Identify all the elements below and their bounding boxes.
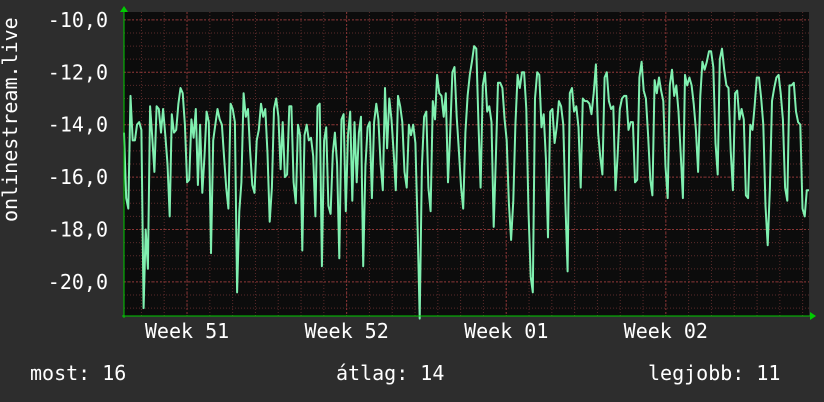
footer-max: legjobb: 11	[648, 361, 781, 385]
x-tick-label: Week 01	[464, 319, 548, 343]
y-tick-label: -10,0	[48, 8, 108, 32]
y-axis-ticks: -10,0 -12,0 -14,0 -16,0 -18,0 -20,0	[48, 8, 108, 294]
x-axis-ticks: Week 51 Week 52 Week 01 Week 02	[145, 319, 708, 343]
x-tick-label: Week 02	[624, 319, 708, 343]
y-axis-arrow-icon	[120, 6, 128, 12]
x-tick-label: Week 52	[304, 319, 388, 343]
y-tick-label: -20,0	[48, 270, 108, 294]
y-tick-label: -14,0	[48, 113, 108, 137]
footer-current: most: 16	[30, 361, 127, 385]
x-axis-arrow-icon	[810, 312, 816, 320]
y-tick-label: -18,0	[48, 218, 108, 242]
x-tick-label: Week 51	[145, 319, 229, 343]
footer-average: átlag: 14	[336, 361, 445, 385]
series-line	[123, 45, 809, 320]
y-tick-label: -12,0	[48, 60, 108, 84]
y-axis-label: onlinestream.live	[0, 17, 22, 222]
y-tick-label: -16,0	[48, 165, 108, 189]
